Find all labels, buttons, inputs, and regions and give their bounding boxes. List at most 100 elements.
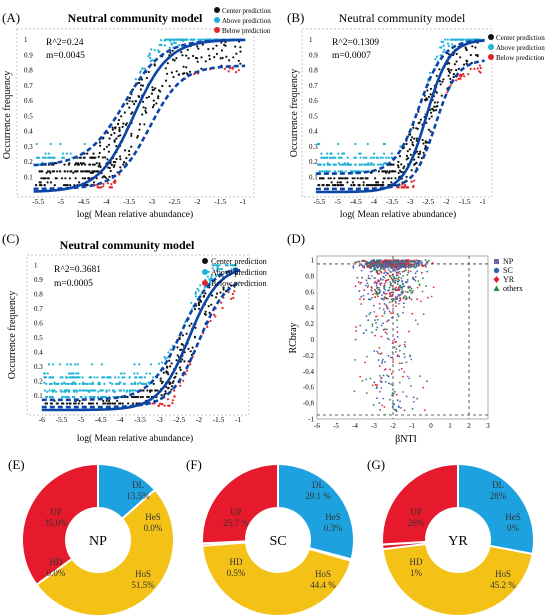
above-point <box>43 372 46 375</box>
center-point <box>409 153 412 156</box>
x-tick-label: -1.5 <box>214 197 226 206</box>
below-point <box>479 66 482 70</box>
above-point <box>49 395 52 399</box>
np-point <box>377 352 380 355</box>
above-point <box>147 55 150 58</box>
center-point <box>139 395 142 399</box>
above-point <box>81 376 84 379</box>
yr-point <box>384 331 387 334</box>
plot-frame-b <box>301 28 493 198</box>
yr-point <box>422 265 425 267</box>
center-point <box>68 162 71 165</box>
x-tick-label: 1 <box>448 422 452 430</box>
y-tick-label: 0.4 <box>34 349 43 357</box>
np-point <box>371 275 373 277</box>
slice-name-hes: HeS <box>145 512 161 522</box>
below-point <box>404 183 407 187</box>
center-point <box>194 56 198 60</box>
others-point <box>371 323 374 326</box>
center-point <box>197 307 201 310</box>
others-point <box>394 351 397 353</box>
center-point <box>95 162 98 165</box>
above-point <box>49 382 52 385</box>
others-point <box>392 299 394 302</box>
sc-point <box>409 259 412 262</box>
above-point <box>121 376 124 379</box>
above-point <box>199 284 202 287</box>
center-point <box>215 44 218 47</box>
above-point <box>369 156 372 159</box>
yr-point <box>421 271 423 274</box>
center-point <box>77 181 81 184</box>
np-point <box>414 279 417 282</box>
center-point <box>164 392 167 395</box>
y-tick-label: 0.9 <box>34 276 43 284</box>
center-point <box>154 87 157 90</box>
center-point <box>207 305 210 308</box>
above-point <box>133 372 136 375</box>
above-point <box>442 44 445 47</box>
center-point <box>181 343 184 346</box>
center-point <box>79 156 82 159</box>
above-point <box>61 376 64 379</box>
center-point <box>194 326 197 329</box>
sc-point <box>376 272 379 275</box>
panel-label-f: (F) <box>186 457 202 472</box>
center-point <box>381 184 384 187</box>
below-point <box>161 403 164 406</box>
sc-point <box>398 284 401 287</box>
sc-point <box>375 282 378 285</box>
below-point <box>231 66 234 69</box>
x-tick-label: -6 <box>314 422 320 430</box>
slice-value-dl: 29.1 % <box>305 491 331 501</box>
yr-point <box>385 297 388 299</box>
center-point <box>55 162 58 165</box>
above-point <box>209 279 212 283</box>
above-point <box>158 362 161 365</box>
above-point <box>167 38 170 41</box>
above-point <box>360 163 363 166</box>
legend-marker-np <box>494 259 499 264</box>
legend-center-prediction: Center prediction <box>496 34 545 42</box>
above-point <box>100 363 103 366</box>
above-point <box>143 67 146 70</box>
center-point <box>120 115 123 118</box>
sc-point <box>373 350 376 352</box>
np-point <box>383 267 386 269</box>
legend-marker-below <box>202 280 208 286</box>
sc-point <box>389 295 391 298</box>
center-point <box>188 70 192 73</box>
center-point <box>330 181 333 184</box>
above-point <box>61 395 64 399</box>
center-point <box>69 184 72 187</box>
above-point <box>77 372 80 375</box>
center-point <box>81 177 84 180</box>
yr-point <box>415 259 418 262</box>
above-point <box>65 395 69 399</box>
others-point <box>382 263 384 265</box>
others-point <box>405 361 408 364</box>
center-point <box>175 57 178 60</box>
above-point <box>43 376 46 379</box>
above-point <box>226 264 229 267</box>
above-point <box>65 376 68 379</box>
center-point <box>110 133 113 136</box>
np-point <box>366 355 368 358</box>
yr-point <box>381 404 384 407</box>
center-point <box>152 88 156 91</box>
center-point <box>107 150 110 153</box>
center-point <box>53 184 56 187</box>
center-point <box>79 162 82 165</box>
above-point <box>136 382 139 385</box>
below-point <box>209 319 212 323</box>
others-point <box>395 277 398 280</box>
np-point <box>370 289 373 291</box>
others-point <box>373 267 375 270</box>
others-point <box>379 353 382 355</box>
center-point <box>68 177 71 180</box>
np-point <box>410 358 413 361</box>
legend-others: others <box>503 284 523 293</box>
center-point <box>413 158 416 161</box>
above-point <box>369 163 373 166</box>
center-point <box>98 141 101 144</box>
